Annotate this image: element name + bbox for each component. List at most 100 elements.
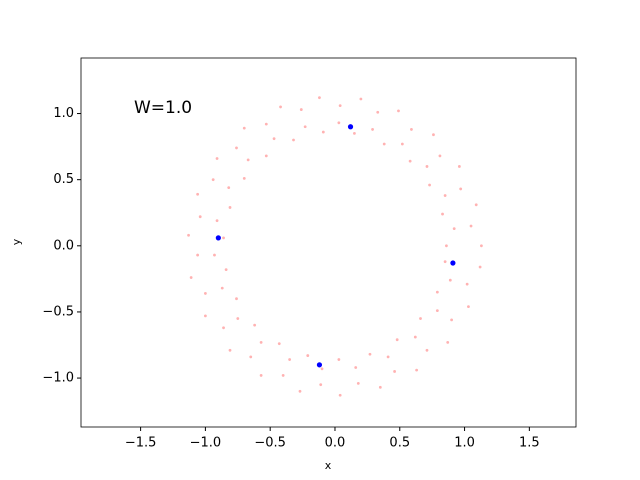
sample-point: [318, 96, 321, 100]
sample-point: [337, 121, 341, 125]
sample-point: [441, 212, 444, 216]
sample-point: [211, 178, 215, 182]
sample-point: [393, 370, 396, 373]
sample-point: [338, 104, 342, 108]
sample-point: [359, 97, 363, 101]
y-tick-label: −1.0: [42, 371, 74, 386]
y-tick-label: 1.0: [53, 106, 74, 121]
y-tick-label: 0.0: [53, 238, 74, 253]
x-tick-label: −1.0: [190, 436, 222, 451]
sample-point: [222, 236, 225, 240]
sample-point: [419, 317, 422, 320]
sample-point: [227, 186, 231, 190]
sample-point: [213, 253, 216, 257]
sample-point: [378, 385, 382, 389]
sample-point: [196, 192, 200, 196]
sample-point: [215, 219, 219, 223]
sample-point: [443, 194, 447, 197]
sample-point: [425, 348, 429, 352]
sample-point: [395, 338, 399, 342]
sample-point: [235, 297, 238, 301]
annotation: W=1.0: [134, 98, 192, 118]
x-tick-label: −0.5: [254, 436, 286, 451]
sample-point: [469, 224, 473, 228]
sample-point: [187, 233, 190, 237]
x-tick-label: 0.5: [389, 436, 410, 451]
sample-point: [319, 383, 323, 387]
sample-point: [376, 110, 380, 114]
sample-point: [400, 142, 404, 146]
sample-point: [371, 128, 374, 131]
sample-point: [292, 138, 295, 142]
sample-point: [450, 318, 454, 322]
sample-point: [264, 154, 268, 158]
sample-point: [353, 131, 356, 135]
sample-point: [196, 253, 200, 257]
sample-point: [368, 352, 372, 356]
sample-point: [410, 128, 413, 131]
sample-point: [480, 244, 483, 248]
sample-point: [306, 354, 310, 357]
center-point: [347, 124, 354, 130]
sample-point: [435, 309, 439, 313]
sample-point: [198, 215, 202, 219]
sample-point: [279, 105, 282, 109]
sample-point: [356, 381, 360, 385]
sample-point: [425, 165, 429, 168]
sample-point: [354, 366, 358, 369]
sample-point: [467, 305, 470, 309]
sample-point: [435, 290, 439, 294]
sample-point: [222, 326, 225, 330]
sample-point: [428, 183, 431, 187]
x-tick-label: 0.0: [325, 436, 346, 451]
sample-point: [259, 374, 263, 377]
sample-point: [457, 165, 461, 168]
sample-point: [443, 260, 447, 264]
sample-point: [299, 108, 303, 111]
sample-point: [235, 146, 238, 150]
sample-point: [459, 187, 463, 191]
sample-point: [215, 157, 219, 160]
sample-point: [438, 154, 442, 158]
sample-point: [228, 348, 232, 352]
sample-point: [281, 374, 285, 377]
sample-point: [465, 282, 469, 286]
sample-point: [189, 276, 193, 279]
sample-point: [242, 176, 246, 180]
sample-point: [303, 125, 307, 129]
plot-frame: [80, 57, 577, 428]
sample-point: [448, 278, 452, 282]
sample-point: [203, 292, 207, 295]
sample-point: [249, 355, 253, 359]
y-tick-label: 0.5: [53, 172, 74, 187]
sample-point: [445, 244, 448, 248]
x-axis-label: x: [325, 459, 332, 472]
sample-point: [320, 367, 324, 371]
sample-point: [259, 340, 263, 344]
y-axis-label: y: [10, 238, 23, 245]
sample-point: [321, 130, 325, 134]
center-point: [316, 362, 323, 368]
x-tick-label: −1.5: [125, 436, 157, 451]
sample-point: [452, 227, 456, 231]
center-point: [215, 235, 221, 241]
sample-point: [236, 317, 240, 320]
sample-point: [338, 393, 342, 397]
sample-point: [415, 368, 419, 372]
sample-point: [288, 358, 292, 361]
sample-point: [298, 389, 302, 393]
sample-point: [474, 203, 478, 207]
center-point: [450, 260, 456, 266]
sample-point: [478, 265, 482, 269]
y-tick-label: −0.5: [42, 304, 74, 319]
sample-point: [413, 335, 417, 339]
sample-point: [224, 268, 228, 272]
sample-point: [277, 342, 281, 346]
sample-point: [203, 314, 207, 318]
sample-point: [228, 206, 232, 209]
sample-point: [446, 340, 450, 344]
sample-point: [242, 126, 246, 130]
sample-point: [408, 159, 412, 163]
